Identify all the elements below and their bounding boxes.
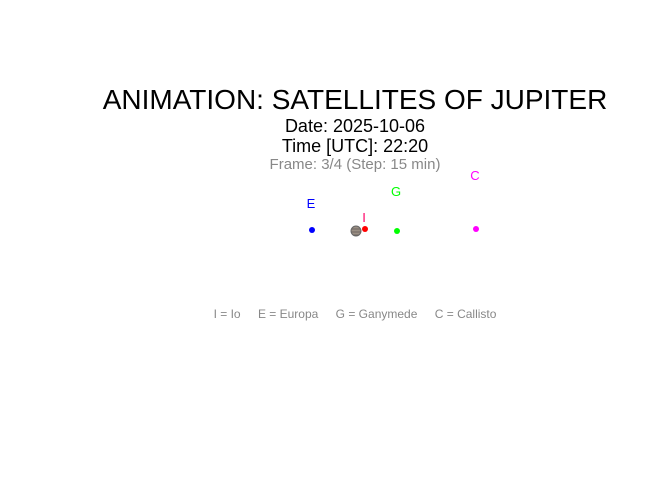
page-title: ANIMATION: SATELLITES OF JUPITER (102, 84, 608, 115)
legend-ganymede: G = Ganymede (335, 307, 418, 321)
legend-europa: E = Europa (257, 307, 319, 321)
legend-io: I = Io (213, 307, 241, 321)
time-line: Time [UTC]: 22:20 (281, 136, 429, 156)
moon-io-label: I (362, 210, 366, 225)
moon-callisto-dot (473, 226, 479, 232)
moon-europa-dot (309, 227, 315, 233)
moon-ganymede-dot (394, 228, 400, 234)
legend: I = Io E = Europa G = Ganymede C = Calli… (0, 307, 672, 321)
date-line: Date: 2025-10-06 (284, 116, 426, 136)
frame-line: Frame: 3/4 (Step: 15 min) (269, 156, 441, 173)
jupiter-icon (350, 225, 362, 237)
moon-callisto-label: C (470, 168, 480, 183)
moon-ganymede-label: G (390, 184, 402, 199)
moon-europa-label: E (306, 196, 316, 211)
legend-callisto: C = Callisto (434, 307, 497, 321)
moon-io-dot (362, 226, 368, 232)
